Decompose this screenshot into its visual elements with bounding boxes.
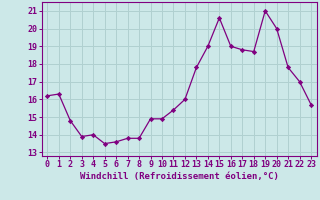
X-axis label: Windchill (Refroidissement éolien,°C): Windchill (Refroidissement éolien,°C)	[80, 172, 279, 181]
